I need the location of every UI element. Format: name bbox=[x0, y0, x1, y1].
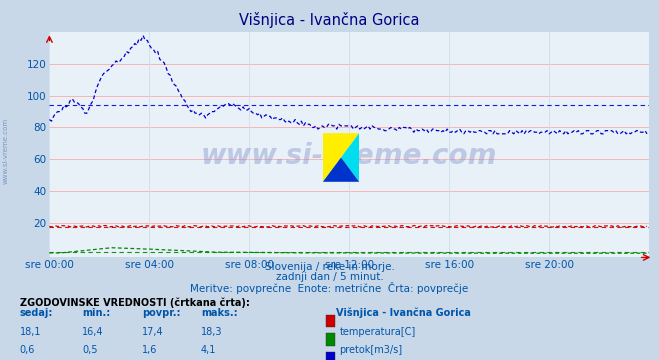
Text: 0,5: 0,5 bbox=[82, 345, 98, 355]
Text: sedaj:: sedaj: bbox=[20, 308, 53, 318]
Polygon shape bbox=[323, 158, 359, 182]
Text: temperatura[C]: temperatura[C] bbox=[339, 327, 416, 337]
Text: 0,6: 0,6 bbox=[20, 345, 35, 355]
Text: 16,4: 16,4 bbox=[82, 327, 104, 337]
Text: Meritve: povprečne  Enote: metrične  Črta: povprečje: Meritve: povprečne Enote: metrične Črta:… bbox=[190, 282, 469, 293]
Text: 1,6: 1,6 bbox=[142, 345, 157, 355]
Text: pretok[m3/s]: pretok[m3/s] bbox=[339, 345, 403, 355]
Text: Višnjica - Ivančna Gorica: Višnjica - Ivančna Gorica bbox=[239, 12, 420, 27]
Text: 18,1: 18,1 bbox=[20, 327, 42, 337]
Text: min.:: min.: bbox=[82, 308, 111, 318]
Text: maks.:: maks.: bbox=[201, 308, 238, 318]
Text: 18,3: 18,3 bbox=[201, 327, 223, 337]
Polygon shape bbox=[323, 133, 359, 182]
Text: Slovenija / reke in morje.: Slovenija / reke in morje. bbox=[264, 262, 395, 272]
Polygon shape bbox=[341, 133, 359, 182]
Text: 4,1: 4,1 bbox=[201, 345, 216, 355]
Text: povpr.:: povpr.: bbox=[142, 308, 180, 318]
Text: ZGODOVINSKE VREDNOSTI (črtkana črta):: ZGODOVINSKE VREDNOSTI (črtkana črta): bbox=[20, 297, 250, 307]
Text: 17,4: 17,4 bbox=[142, 327, 163, 337]
Text: www.si-vreme.com: www.si-vreme.com bbox=[201, 142, 498, 170]
Text: Višnjica - Ivančna Gorica: Višnjica - Ivančna Gorica bbox=[336, 308, 471, 318]
Text: zadnji dan / 5 minut.: zadnji dan / 5 minut. bbox=[275, 272, 384, 282]
Text: www.si-vreme.com: www.si-vreme.com bbox=[2, 118, 9, 184]
